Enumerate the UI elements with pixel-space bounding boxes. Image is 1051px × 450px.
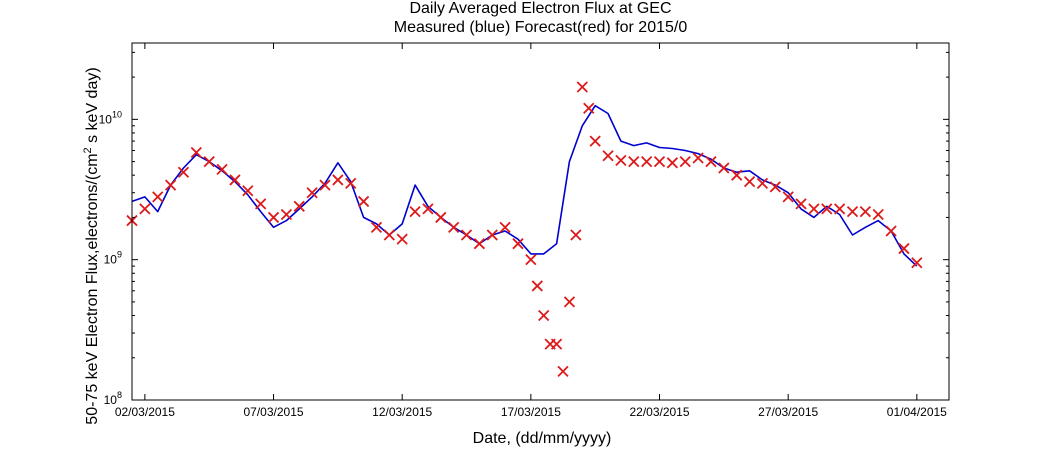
- forecast-point: [267, 211, 280, 224]
- forecast-point: [834, 203, 846, 215]
- x-tick-label: 07/03/2015: [243, 405, 303, 419]
- y-axis-label-tail: s keV day): [84, 67, 101, 147]
- forecast-point: [808, 203, 820, 215]
- forecast-point: [280, 208, 293, 221]
- forecast-point: [641, 155, 653, 168]
- forecast-point: [615, 154, 627, 167]
- x-axis: 02/03/2015 07/03/2015 12/03/2015 17/03/2015…: [115, 43, 947, 419]
- y-tick-exp: 9: [117, 250, 122, 260]
- forecast-point: [396, 233, 408, 245]
- forecast-point: [460, 229, 473, 241]
- chart-subtitle: Measured (blue) Forecast(red) for 2015/0: [393, 19, 688, 36]
- forecast-point: [357, 195, 370, 208]
- forecast-point: [152, 191, 164, 203]
- forecast-point: [570, 229, 582, 241]
- forecast-point: [679, 155, 691, 168]
- forecast-point: [576, 81, 588, 93]
- forecast-point: [538, 309, 550, 322]
- forecast-point: [473, 238, 486, 250]
- forecast-point: [583, 102, 595, 114]
- forecast-point: [229, 174, 241, 186]
- measured-series-line: [131, 104, 918, 267]
- forecast-point: [293, 200, 305, 212]
- forecast-point: [563, 296, 576, 308]
- forecast-point: [782, 191, 794, 203]
- forecast-point: [139, 203, 151, 215]
- forecast-point: [628, 155, 640, 168]
- forecast-point: [718, 162, 730, 174]
- y-axis-label: 50-75 keV Electron Flux,electrons/(cm2 s…: [82, 67, 101, 424]
- y-tick-exp: 10: [112, 109, 122, 119]
- y-tick-exp: 8: [117, 390, 122, 400]
- forecast-point: [306, 187, 318, 199]
- forecast-point: [705, 155, 717, 168]
- forecast-point: [859, 205, 872, 218]
- y-tick-base: 10: [104, 253, 118, 267]
- forecast-point: [531, 280, 543, 292]
- forecast-point: [422, 203, 434, 215]
- forecast-point: [666, 157, 679, 169]
- x-tick-label: 17/03/2015: [501, 405, 561, 419]
- forecast-point: [216, 163, 228, 176]
- x-tick-label: 02/03/2015: [115, 405, 175, 419]
- y-tick-label: 108: [104, 390, 122, 407]
- forecast-point: [409, 205, 421, 218]
- forecast-point: [743, 175, 756, 188]
- forecast-point: [795, 198, 807, 210]
- x-tick-label: 22/03/2015: [629, 405, 689, 419]
- forecast-point: [177, 166, 190, 178]
- forecast-point: [769, 181, 781, 193]
- y-tick-base: 10: [99, 112, 113, 126]
- x-tick-label: 12/03/2015: [372, 405, 432, 419]
- y-tick-base: 10: [104, 393, 118, 407]
- x-tick-label: 01/04/2015: [887, 405, 947, 419]
- forecast-point: [602, 150, 614, 162]
- forecast-point: [203, 155, 215, 168]
- forecast-point: [550, 338, 563, 350]
- forecast-point: [486, 229, 498, 241]
- forecast-point: [731, 169, 743, 181]
- forecast-point: [898, 242, 910, 255]
- y-axis-label-main: 50-75 keV Electron Flux,electrons/(cm: [84, 153, 101, 424]
- forecast-point: [557, 365, 569, 377]
- forecast-point: [332, 174, 344, 186]
- x-axis-label: Date, (dd/mm/yyyy): [473, 430, 612, 447]
- plot-frame: [131, 42, 950, 401]
- forecast-point: [242, 185, 254, 197]
- series-layer: [126, 81, 923, 377]
- forecast-point: [383, 229, 395, 241]
- forecast-point: [164, 179, 177, 191]
- forecast-point: [756, 177, 769, 189]
- chart-title: Daily Averaged Electron Flux at GEC: [409, 0, 672, 17]
- forecast-point: [370, 221, 383, 233]
- y-tick-label: 109: [104, 250, 122, 267]
- forecast-point: [653, 155, 666, 168]
- forecast-point: [345, 177, 357, 189]
- y-axis-label-sup: 2: [82, 147, 94, 153]
- forecast-point: [911, 257, 923, 269]
- forecast-point: [512, 238, 524, 250]
- forecast-point: [589, 135, 601, 147]
- forecast-point: [499, 221, 511, 233]
- forecast-point: [319, 179, 331, 191]
- forecast-point: [821, 203, 833, 215]
- forecast-point: [190, 146, 202, 159]
- forecast-point: [255, 198, 267, 210]
- x-tick-label: 27/03/2015: [758, 405, 818, 419]
- forecast-point: [872, 208, 884, 221]
- forecast-point: [435, 211, 447, 224]
- forecast-point: [525, 254, 537, 266]
- forecast-point: [692, 152, 704, 164]
- y-tick-label: 1010: [99, 109, 122, 126]
- forecast-point: [448, 221, 460, 233]
- forecast-point: [885, 225, 897, 237]
- forecast-point: [846, 205, 859, 218]
